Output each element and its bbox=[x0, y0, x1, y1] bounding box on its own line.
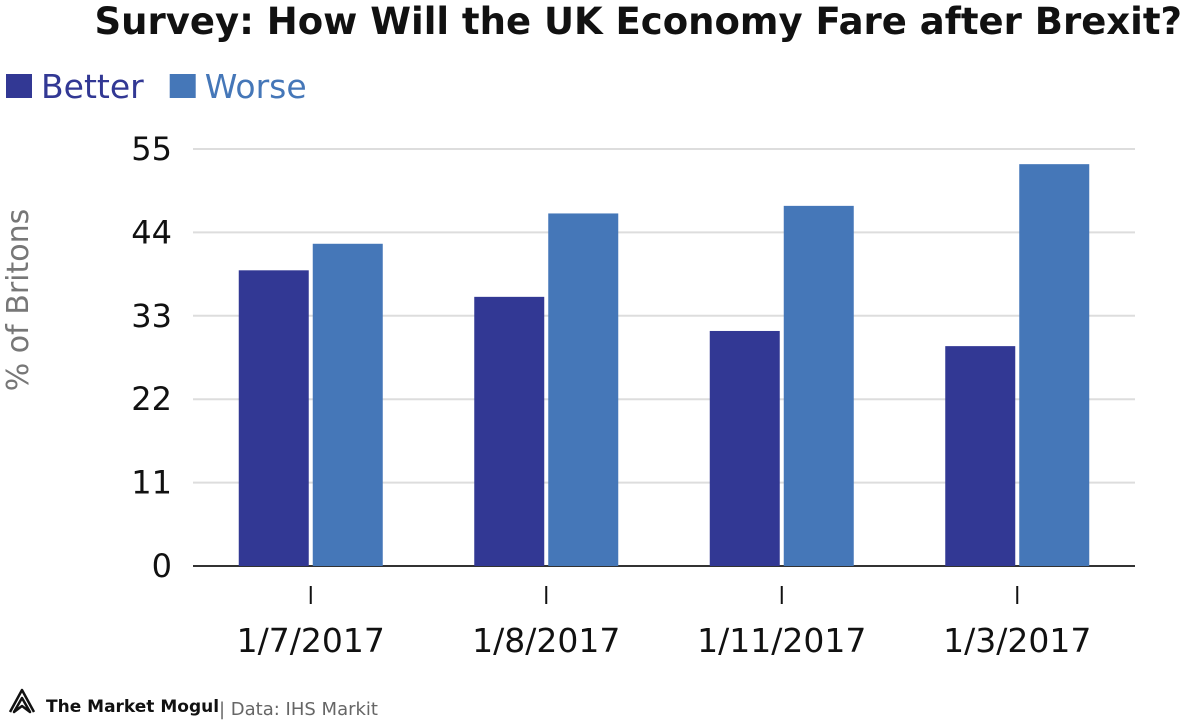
bar-better bbox=[474, 296, 545, 566]
y-tick-label: 11 bbox=[131, 464, 172, 502]
y-tick-label: 0 bbox=[152, 547, 172, 585]
y-tick-label: 55 bbox=[131, 130, 172, 168]
x-tick-label: 1/3/2017 bbox=[943, 621, 1091, 660]
mountain-logo-icon bbox=[8, 688, 36, 714]
legend: Better Worse bbox=[6, 67, 307, 106]
legend-label-better: Better bbox=[41, 67, 144, 106]
bar-worse bbox=[783, 205, 854, 566]
legend-swatch-better bbox=[6, 74, 32, 98]
bar-better bbox=[709, 330, 780, 566]
x-tick-label: 1/8/2017 bbox=[472, 621, 620, 660]
x-axis: 1/7/2017 1/8/2017 1/11/2017 1/3/2017 bbox=[237, 586, 1091, 660]
chart-title: Survey: How Will the UK Economy Fare aft… bbox=[95, 0, 1183, 43]
footer-logo bbox=[8, 688, 36, 714]
y-tick-label: 22 bbox=[131, 380, 172, 418]
bar-worse bbox=[1019, 164, 1090, 566]
bars bbox=[238, 164, 1090, 567]
gridlines: 0 11 22 33 44 55 bbox=[131, 130, 1135, 585]
footer-source: | Data: IHS Markit bbox=[219, 699, 378, 720]
legend-label-worse: Worse bbox=[205, 67, 307, 106]
y-tick-label: 33 bbox=[131, 297, 172, 335]
x-tick-label: 1/11/2017 bbox=[697, 621, 866, 660]
footer-brand: The Market Mogul bbox=[46, 697, 219, 717]
legend-swatch-worse bbox=[169, 74, 196, 98]
bar-worse bbox=[548, 213, 619, 567]
x-tick-label: 1/7/2017 bbox=[237, 621, 385, 660]
bar-better bbox=[238, 270, 309, 566]
y-axis-label: % of Britons bbox=[1, 209, 36, 392]
bar-worse bbox=[312, 243, 383, 567]
y-tick-label: 44 bbox=[131, 213, 172, 251]
bar-better bbox=[945, 346, 1016, 566]
